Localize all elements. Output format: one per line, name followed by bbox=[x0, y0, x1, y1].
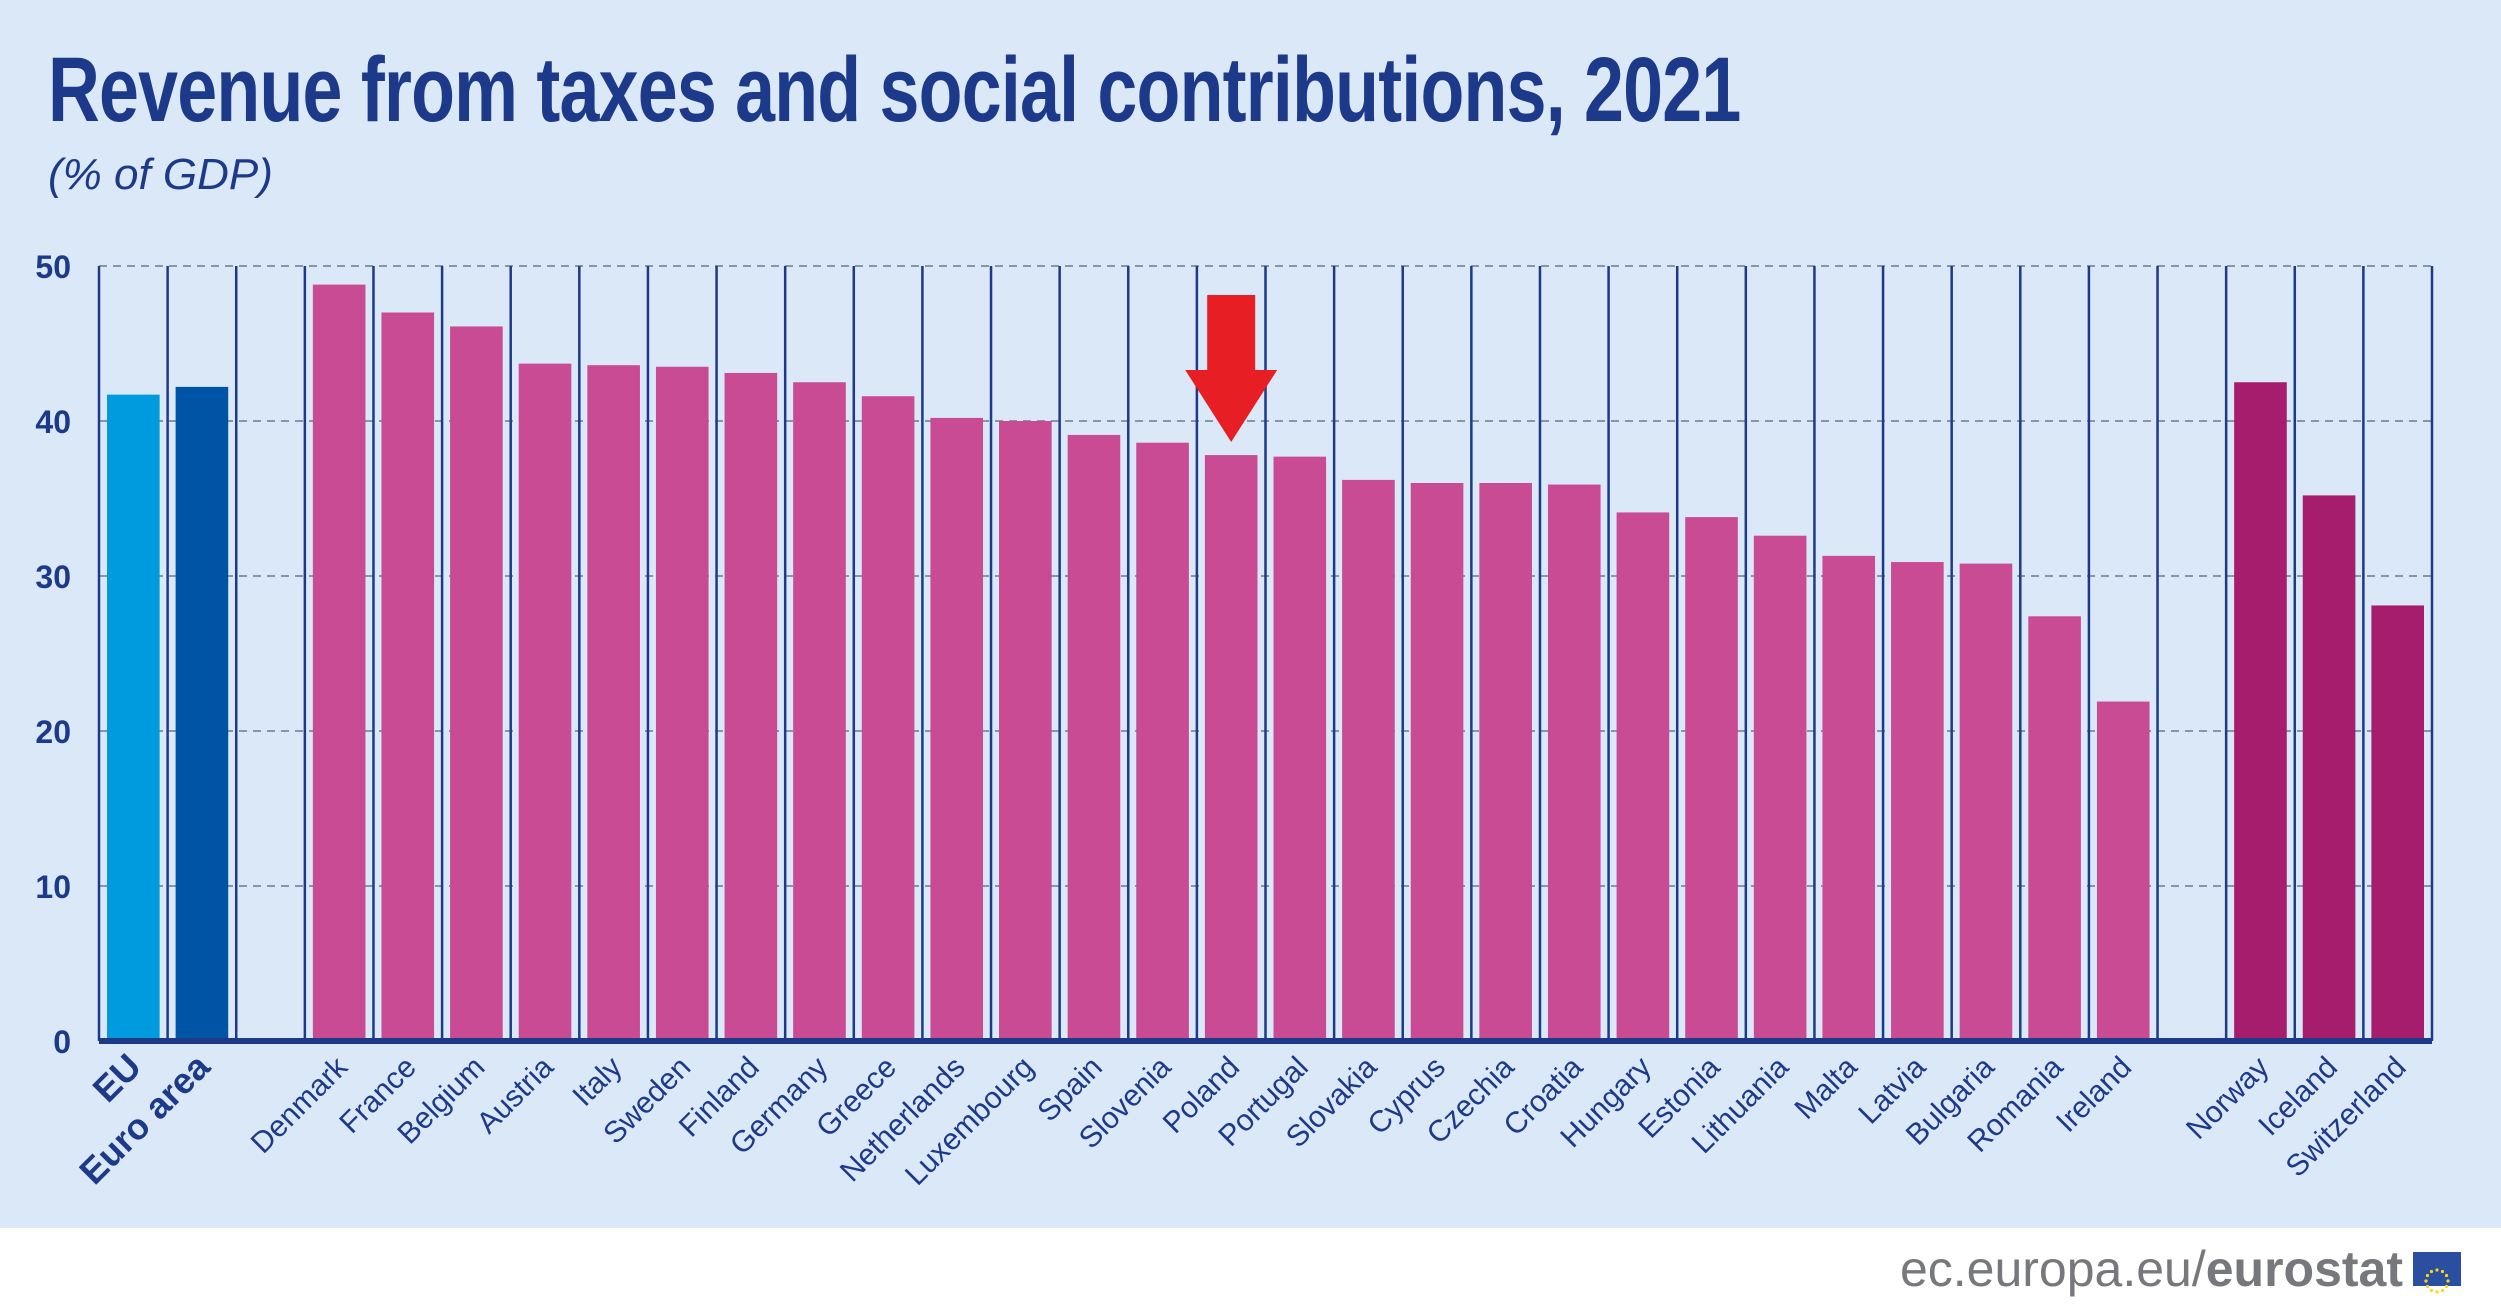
chart-title: Revenue from taxes and social contributi… bbox=[48, 39, 1741, 141]
bar-finland bbox=[724, 372, 778, 1041]
bar-czechia bbox=[1479, 483, 1532, 1041]
bar-cyprus bbox=[1410, 483, 1464, 1041]
bar-croatia bbox=[1547, 484, 1601, 1041]
bar-slovenia bbox=[1136, 442, 1189, 1041]
bar-romania bbox=[2028, 616, 2081, 1041]
x-tick-label: Austria bbox=[471, 1050, 561, 1140]
bar-euro-area bbox=[175, 386, 229, 1041]
bar-hungary bbox=[1616, 512, 1670, 1041]
y-tick-label: 20 bbox=[35, 714, 71, 750]
bar-belgium bbox=[450, 326, 503, 1041]
bar-switzerland bbox=[2371, 605, 2424, 1041]
x-tick-label: Italy bbox=[566, 1051, 628, 1113]
y-tick-label: 10 bbox=[35, 869, 71, 905]
bar-netherlands bbox=[930, 417, 984, 1041]
bar-luxembourg bbox=[999, 421, 1052, 1041]
bar-denmark bbox=[312, 284, 366, 1042]
eu-flag-icon bbox=[2413, 1252, 2461, 1294]
bar-lithuania bbox=[1753, 535, 1807, 1041]
chart-subtitle: (% of GDP) bbox=[48, 150, 273, 199]
x-tick-label: Malta bbox=[1788, 1050, 1863, 1125]
footer-url: ec.europa.eu/ bbox=[1899, 1241, 2206, 1297]
bar-italy bbox=[587, 365, 640, 1041]
highlight-arrow-icon bbox=[1185, 295, 1278, 442]
bar-austria bbox=[518, 363, 572, 1041]
bar-estonia bbox=[1685, 517, 1738, 1041]
x-tick-label: Norway bbox=[2180, 1051, 2275, 1146]
bar-iceland bbox=[2302, 495, 2356, 1041]
footer-eurostat: ec.europa.eu/eurostat bbox=[1900, 1240, 2461, 1298]
x-tick-label: Euro area bbox=[71, 1045, 218, 1192]
bar-germany bbox=[793, 382, 846, 1041]
bar-greece bbox=[861, 396, 915, 1041]
x-tick-label: Denmark bbox=[245, 1050, 355, 1160]
bar-eu bbox=[107, 394, 160, 1041]
bar-norway bbox=[2234, 382, 2287, 1041]
bar-poland bbox=[1204, 455, 1258, 1042]
y-tick-label: 30 bbox=[35, 559, 71, 595]
y-tick-label: 0 bbox=[53, 1024, 71, 1060]
bar-france bbox=[381, 312, 435, 1041]
bar-sweden bbox=[655, 366, 709, 1041]
bar-latvia bbox=[1891, 562, 1944, 1041]
bar-slovakia bbox=[1342, 479, 1395, 1041]
bar-portugal bbox=[1273, 456, 1327, 1041]
bar-malta bbox=[1822, 555, 1876, 1041]
bar-bulgaria bbox=[1959, 563, 2013, 1041]
y-tick-label: 40 bbox=[35, 404, 71, 440]
x-tick-label: Ireland bbox=[2050, 1051, 2138, 1139]
bar-spain bbox=[1067, 434, 1121, 1041]
bar-ireland bbox=[2096, 701, 2150, 1041]
y-tick-label: 50 bbox=[35, 249, 71, 285]
footer-brand: eurostat bbox=[2205, 1241, 2403, 1297]
